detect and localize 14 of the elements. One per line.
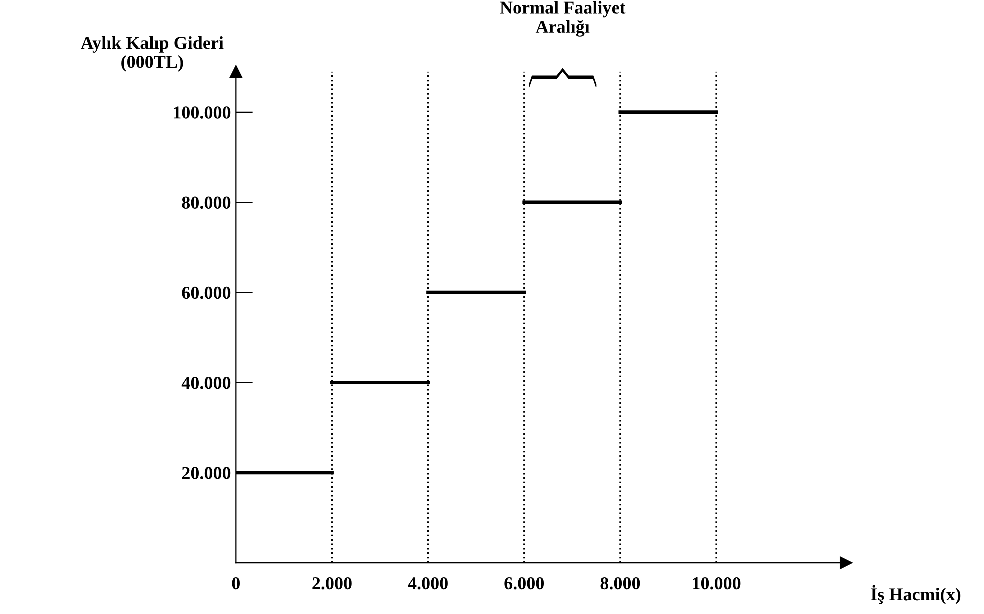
x-tick-label: 8.000	[600, 577, 640, 590]
text: Normal Faaliyet Aralığı	[500, 1, 626, 37]
y-axis-title: Aylık Kalıp Gideri (000TL)	[81, 36, 224, 72]
x-axis-title: İş Hacmi(x)	[871, 585, 961, 604]
x-tick-label: 2.000	[312, 577, 352, 590]
x-tick-label: 4.000	[408, 577, 448, 590]
y-tick-label: 100.000	[174, 106, 231, 119]
x-tick-label: 0	[232, 577, 240, 590]
y-tick-label: 80.000	[182, 196, 231, 210]
y-tick-label: 60.000	[182, 286, 231, 300]
y-tick-label: 20.000	[182, 467, 231, 480]
x-tick-label: 6.000	[504, 577, 544, 590]
x-tick-label: 10.000	[693, 577, 741, 590]
y-tick-label: 40.000	[182, 377, 231, 390]
